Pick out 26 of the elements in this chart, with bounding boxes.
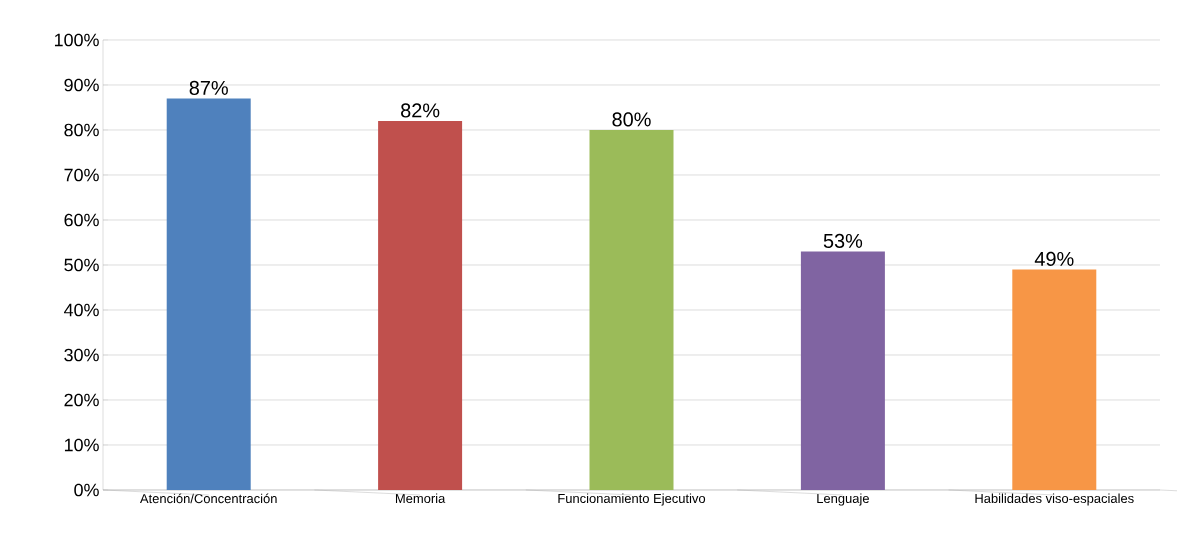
y-tick-label: 80% — [64, 123, 99, 137]
y-tick-label: 100% — [54, 33, 99, 47]
x-tick-label: Atención/Concentración — [139, 493, 277, 504]
y-tick-label: 0% — [74, 483, 99, 497]
bar — [378, 120, 463, 490]
bar — [1012, 269, 1097, 490]
data-label: 80% — [612, 112, 651, 127]
y-tick-label: 50% — [64, 258, 99, 272]
x-tick-label: Funcionamiento Ejecutivo — [558, 493, 706, 506]
x-tick-label: Habilidades viso-espaciales — [975, 493, 1134, 506]
y-tick-label: 10% — [64, 438, 99, 452]
y-tick-label: 90% — [64, 78, 99, 92]
data-label: 53% — [823, 233, 863, 248]
data-label: 49% — [1034, 251, 1074, 266]
y-tick-label: 20% — [64, 393, 99, 407]
y-tick-label: 60% — [64, 213, 99, 227]
y-tick-label: 70% — [64, 168, 99, 182]
x-tick-label: Memoria — [395, 493, 446, 504]
x-tick-label: Lenguaje — [817, 493, 869, 506]
bar — [800, 251, 885, 490]
data-label: 87% — [189, 80, 228, 95]
y-tick-label: 30% — [64, 348, 99, 362]
bar — [589, 129, 674, 490]
bar — [166, 98, 251, 490]
y-tick-label: 40% — [64, 303, 99, 317]
data-label: 82% — [401, 103, 440, 118]
